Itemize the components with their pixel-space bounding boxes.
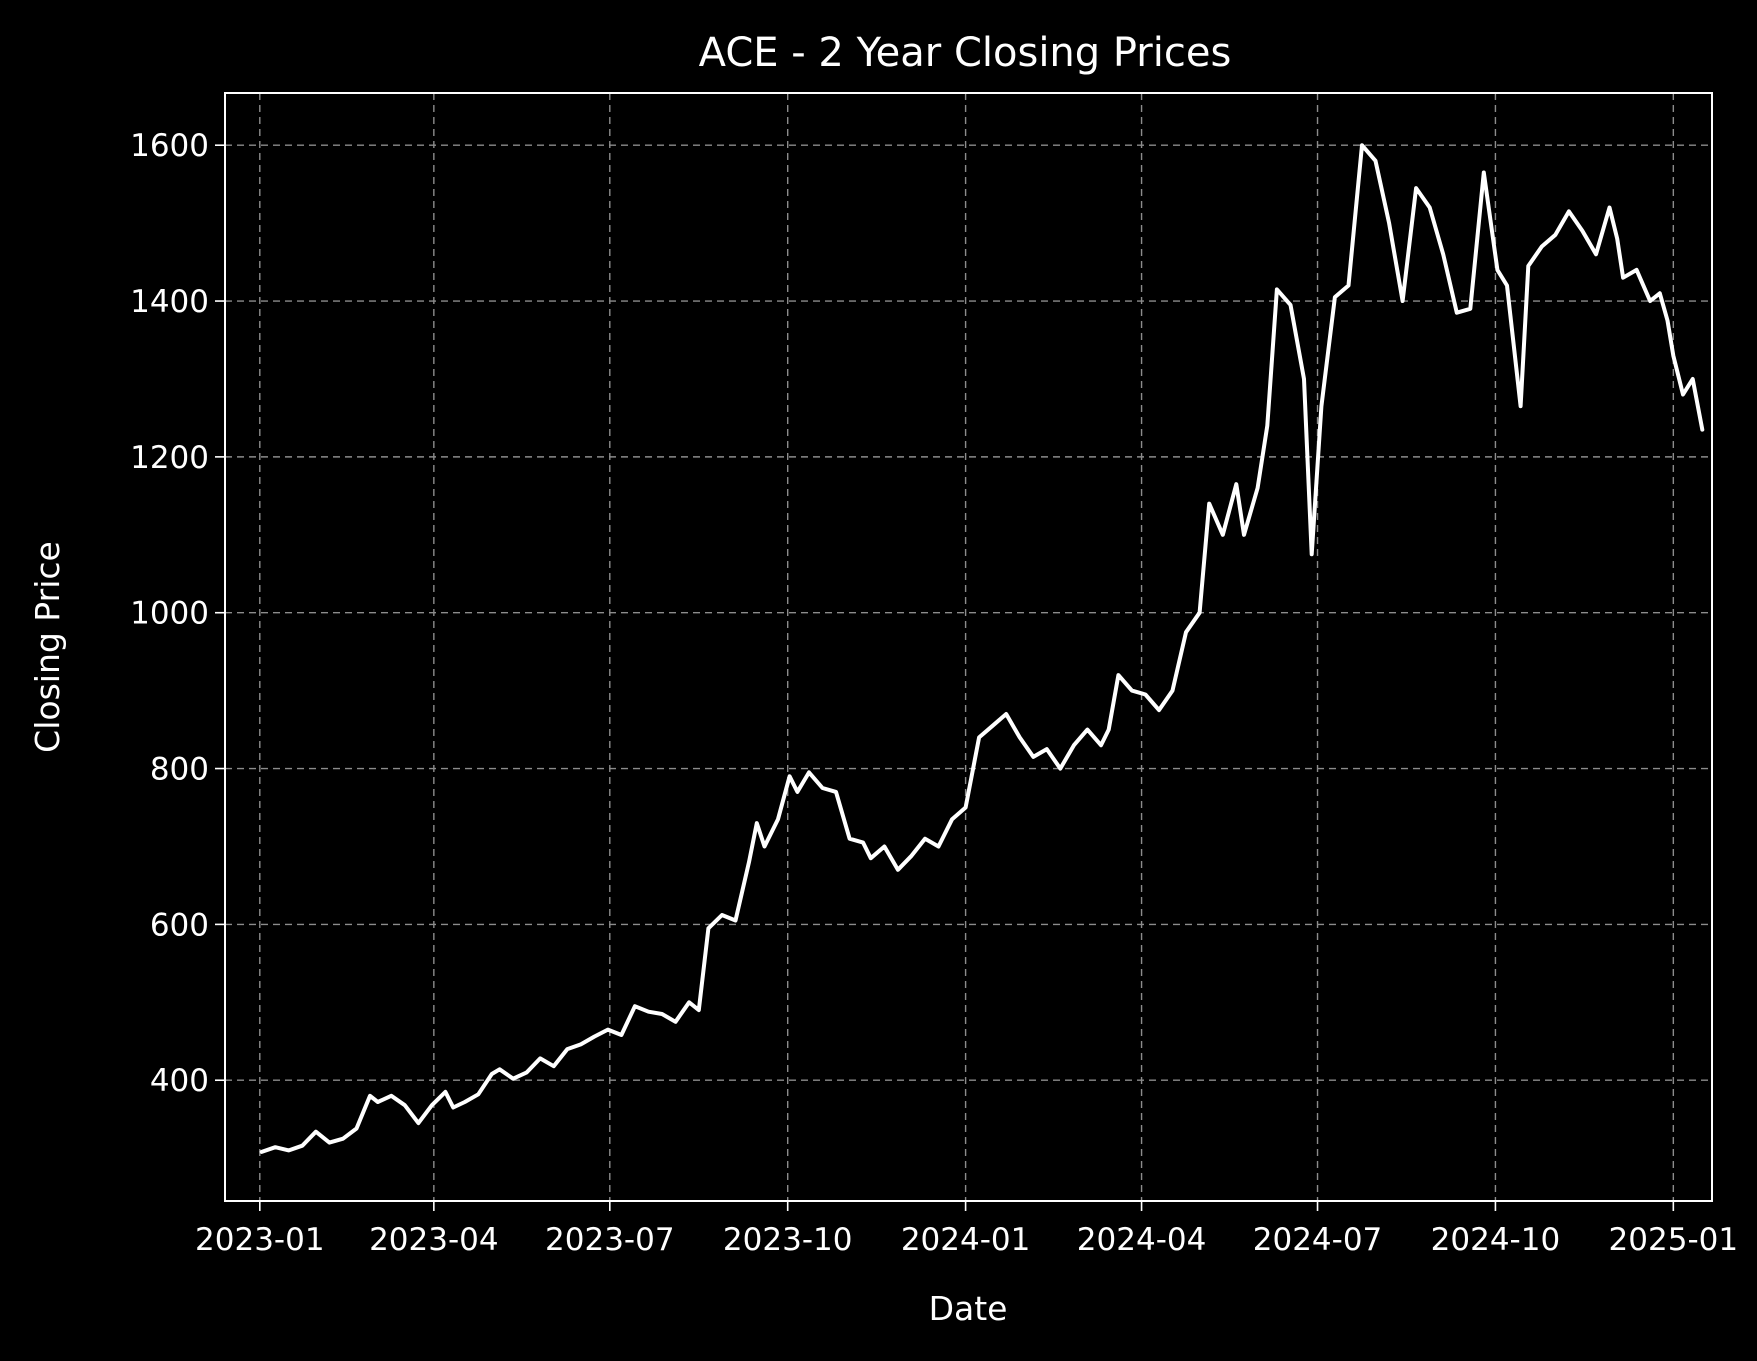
price-line <box>259 143 1705 1154</box>
y-tick-label: 800 <box>150 752 209 788</box>
y-tick-label: 1600 <box>130 128 209 164</box>
x-tick-label: 2023-01 <box>195 1222 325 1258</box>
x-tick-label: 2023-07 <box>545 1222 675 1258</box>
y-tick-label: 1200 <box>130 440 209 476</box>
x-tick-label: 2024-10 <box>1431 1222 1561 1258</box>
y-axis-label: Closing Price <box>28 541 67 753</box>
y-tick-label: 1400 <box>130 284 209 320</box>
y-tick-label: 400 <box>150 1063 209 1099</box>
chart-title: ACE - 2 Year Closing Prices <box>699 30 1232 76</box>
y-tick-label: 1000 <box>130 596 209 632</box>
plot-frame <box>224 92 1713 1202</box>
x-tick-label: 2025-01 <box>1609 1222 1739 1258</box>
y-tick-label: 600 <box>150 907 209 943</box>
x-tick-label: 2024-04 <box>1077 1222 1207 1258</box>
axis-ticks: 2023-01 2023-04 2023-07 2023-10 2024-01 2024-… <box>130 128 1738 1258</box>
series-layer <box>259 143 1705 1154</box>
x-axis-label: Date <box>929 1289 1008 1328</box>
grid-lines <box>225 93 1712 1201</box>
x-tick-label: 2023-04 <box>369 1222 499 1258</box>
x-tick-label: 2023-10 <box>723 1222 853 1258</box>
x-tick-label: 2024-01 <box>901 1222 1031 1258</box>
x-tick-label: 2024-07 <box>1253 1222 1383 1258</box>
